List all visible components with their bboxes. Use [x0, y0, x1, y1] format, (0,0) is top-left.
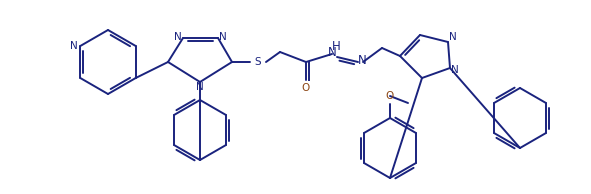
- Text: O: O: [302, 83, 310, 93]
- Text: N: N: [451, 65, 459, 75]
- Text: O: O: [386, 91, 394, 101]
- Text: N: N: [196, 82, 204, 92]
- Text: N: N: [219, 32, 227, 42]
- Text: N: N: [327, 47, 336, 60]
- Text: N: N: [70, 41, 78, 51]
- Text: N: N: [358, 55, 366, 68]
- Text: H: H: [332, 41, 340, 54]
- Text: S: S: [255, 57, 261, 67]
- Text: N: N: [174, 32, 182, 42]
- Text: N: N: [449, 32, 457, 42]
